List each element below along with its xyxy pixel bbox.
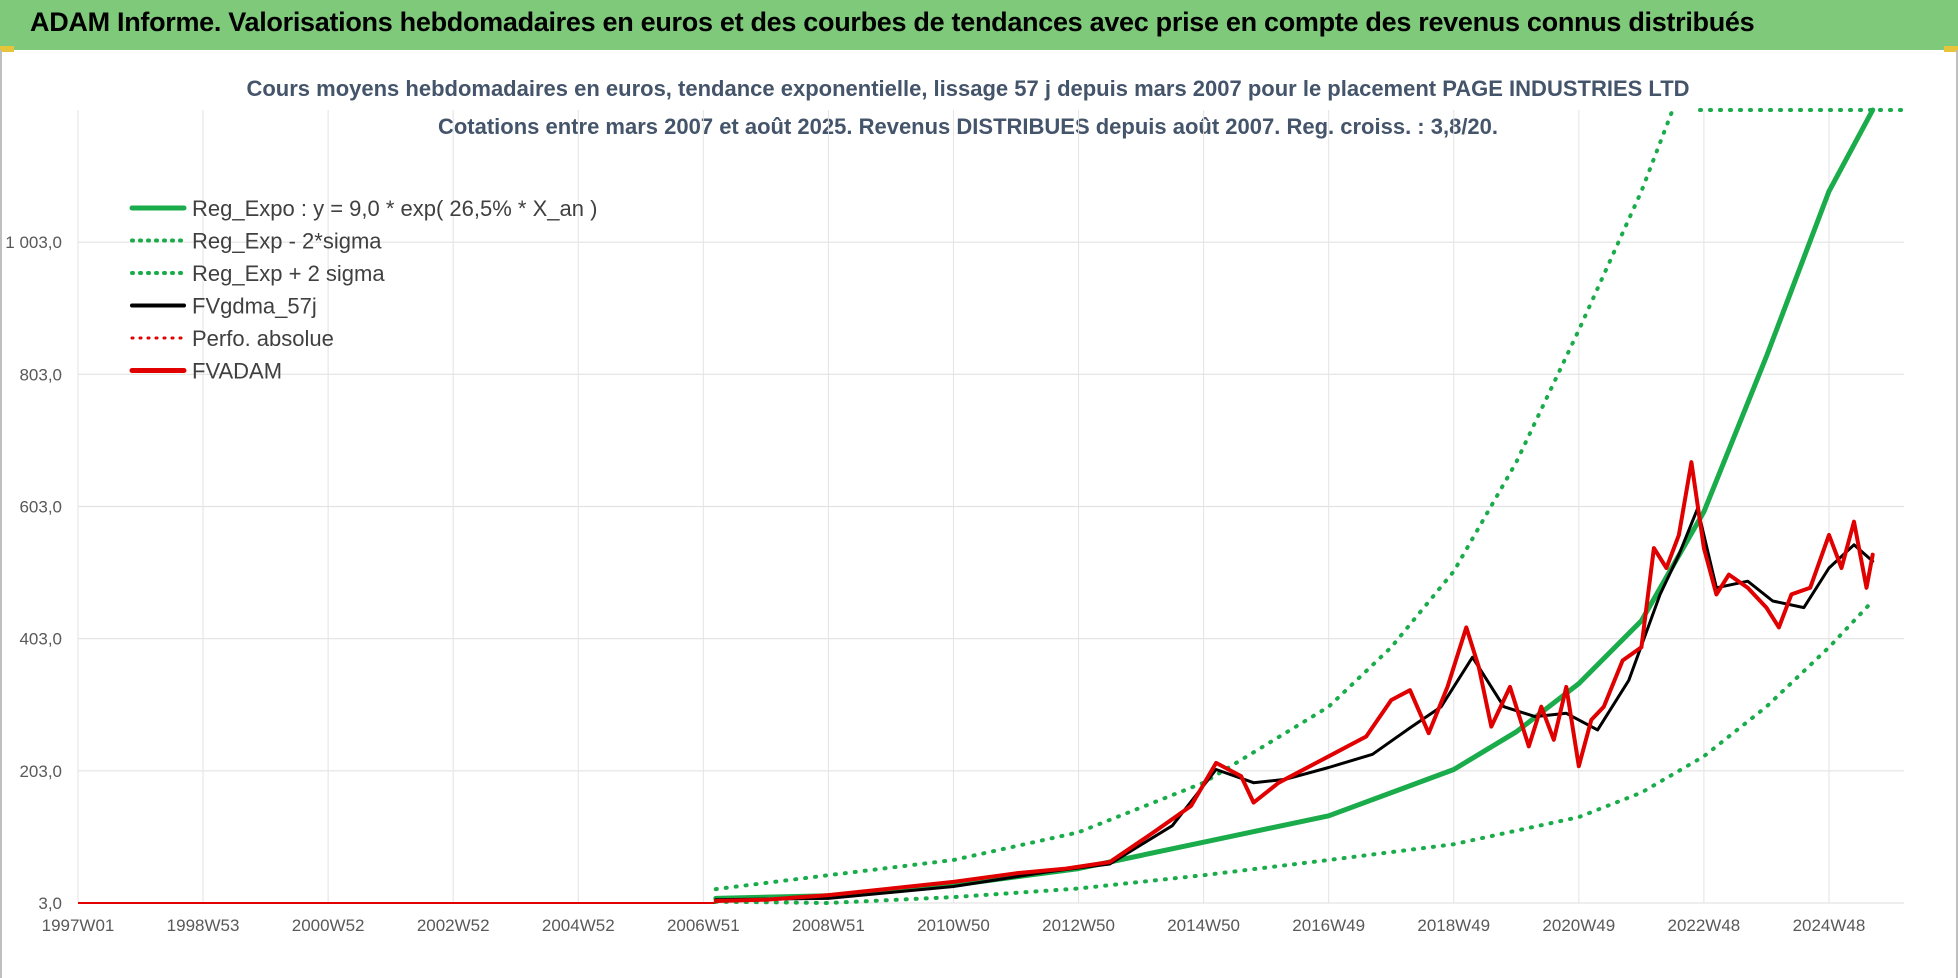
x-tick-label: 1997W01 [42, 916, 115, 935]
x-tick-label: 2002W52 [417, 916, 490, 935]
x-tick-label: 2010W50 [917, 916, 990, 935]
legend-label: Reg_Exp - 2*sigma [192, 229, 382, 254]
series-layer [78, 107, 1904, 905]
x-tick-label: 1998W53 [167, 916, 240, 935]
series-line [713, 599, 1875, 905]
chart-title: Cours moyens hebdomadaires en euros, ten… [246, 76, 1689, 101]
x-tick-label: 2008W51 [792, 916, 865, 935]
x-tick-label: 2022W48 [1667, 916, 1740, 935]
corner-marker-right [1944, 46, 1958, 52]
chart-area: Cours moyens hebdomadaires en euros, ten… [0, 50, 1958, 978]
header-bar: ADAM Informe. Valorisations hebdomadaire… [0, 0, 1958, 50]
series-line [713, 460, 1875, 903]
legend-label: Perfo. absolue [192, 326, 334, 351]
x-tick-label: 2024W48 [1793, 916, 1866, 935]
y-tick-label: 3,0 [38, 894, 62, 913]
x-tick-label: 2016W49 [1292, 916, 1365, 935]
page-title: ADAM Informe. Valorisations hebdomadaire… [30, 7, 1755, 37]
series-line [713, 108, 1675, 892]
x-tick-label: 2018W49 [1417, 916, 1490, 935]
y-tick-label: 603,0 [19, 498, 62, 517]
legend-label: Reg_Expo : y = 9,0 * exp( 26,5% * X_an ) [192, 196, 597, 221]
x-tick-label: 2000W52 [292, 916, 365, 935]
legend-label: Reg_Exp + 2 sigma [192, 261, 385, 286]
x-tick-label: 2006W51 [667, 916, 740, 935]
legend: Reg_Expo : y = 9,0 * exp( 26,5% * X_an )… [129, 196, 597, 384]
chart-subtitle: Cotations entre mars 2007 et août 2025. … [438, 114, 1498, 139]
y-tick-label: 1 003,0 [5, 233, 62, 252]
x-tick-label: 2004W52 [542, 916, 615, 935]
legend-label: FVgdma_57j [192, 294, 317, 319]
x-tick-label: 2012W50 [1042, 916, 1115, 935]
axes: 3,0 203,0 403,0 603,0 803,0 1 003,0 1997W01 199… [5, 233, 1865, 935]
chart-svg: Cours moyens hebdomadaires en euros, ten… [5, 76, 1904, 935]
y-tick-label: 803,0 [19, 365, 62, 384]
series-line [714, 507, 1875, 902]
y-tick-label: 403,0 [19, 630, 62, 649]
y-tick-label: 203,0 [19, 762, 62, 781]
legend-label: FVADAM [192, 359, 282, 384]
corner-marker-left [0, 46, 14, 52]
x-tick-label: 2014W50 [1167, 916, 1240, 935]
x-tick-label: 2020W49 [1542, 916, 1615, 935]
